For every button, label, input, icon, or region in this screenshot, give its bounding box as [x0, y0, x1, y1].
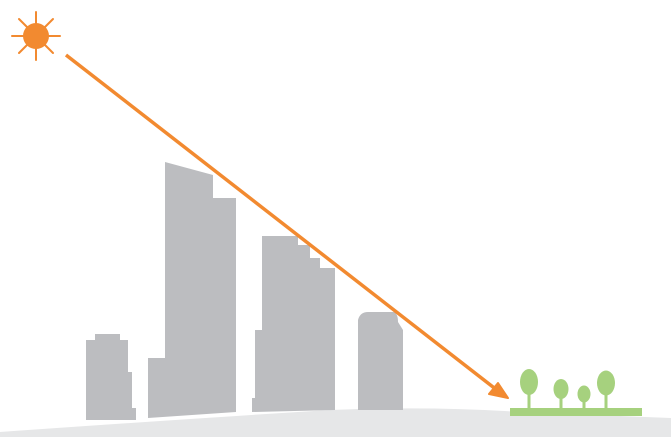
ground: [0, 408, 671, 437]
building: [252, 236, 335, 412]
tree-crowns: [520, 369, 615, 403]
arrow-head: [488, 382, 509, 399]
sun-disc: [23, 23, 49, 49]
tree: [597, 370, 615, 396]
grass: [510, 408, 642, 416]
building: [86, 334, 136, 420]
sun-ray: [64, 53, 504, 396]
building: [148, 162, 236, 418]
tree: [577, 385, 591, 403]
tree: [520, 369, 538, 395]
tree: [553, 379, 569, 399]
building: [358, 312, 403, 410]
buildings: [86, 162, 403, 420]
sun: [11, 11, 61, 61]
